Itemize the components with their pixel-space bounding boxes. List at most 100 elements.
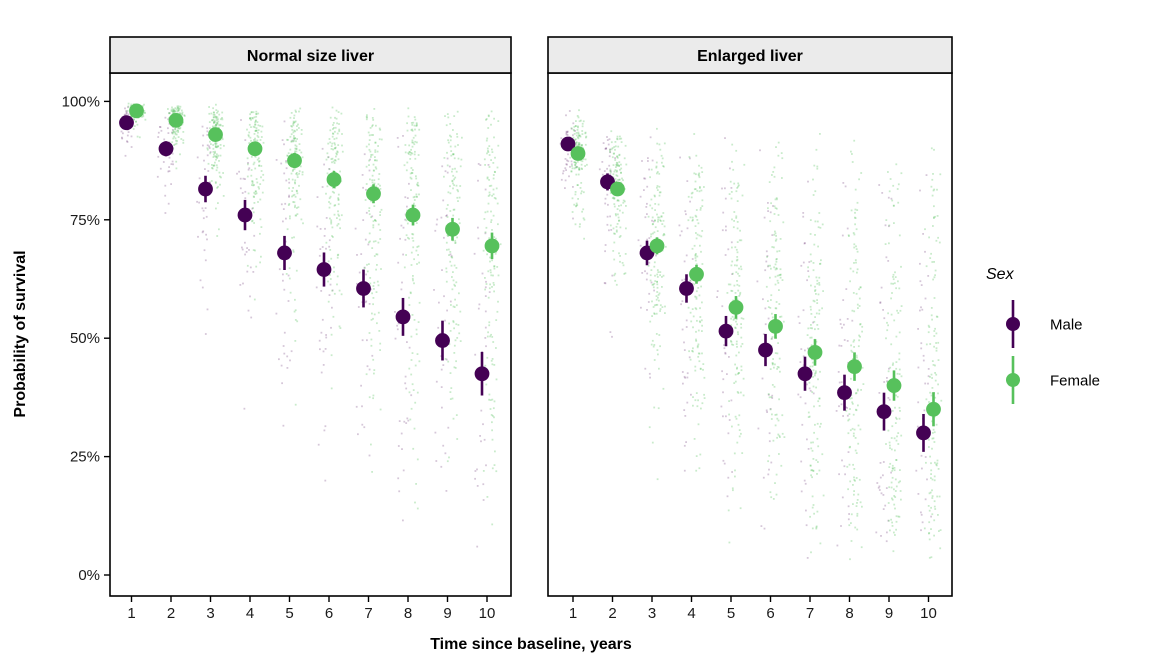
jitter-dot <box>213 121 215 123</box>
jitter-dot <box>449 145 452 148</box>
jitter-dot <box>932 189 935 192</box>
jitter-dot <box>851 402 854 405</box>
jitter-dot <box>295 145 298 148</box>
jitter-dot <box>337 203 340 206</box>
jitter-dot <box>855 505 858 507</box>
jitter-dot <box>728 400 730 402</box>
jitter-dot <box>175 139 177 142</box>
jitter-dot <box>175 133 178 136</box>
jitter-dot <box>606 223 609 226</box>
jitter-dot <box>451 397 454 400</box>
jitter-dot <box>662 387 665 390</box>
jitter-dot <box>374 156 376 158</box>
jitter-dot <box>735 271 738 274</box>
jitter-dot <box>656 213 658 216</box>
jitter-dot <box>371 124 374 127</box>
jitter-dot <box>406 222 409 225</box>
jitter-dot <box>406 341 408 343</box>
mean-pointrange-female <box>570 146 941 427</box>
jitter-dot <box>732 272 734 275</box>
jitter-dot <box>656 273 659 276</box>
jitter-dot <box>222 195 225 197</box>
jitter-dot <box>288 194 290 197</box>
jitter-dot <box>357 306 360 308</box>
jitter-dot <box>411 124 414 126</box>
jitter-dot <box>577 126 579 129</box>
jitter-dot <box>615 161 618 164</box>
jitter-dot <box>658 185 661 188</box>
jitter-dot <box>491 229 493 231</box>
jitter-dot <box>164 116 167 119</box>
jitter-dot <box>818 397 821 400</box>
jitter-dot <box>476 545 479 548</box>
jitter-dot <box>455 184 458 187</box>
jitter-dot <box>373 281 376 284</box>
jitter-dot <box>493 464 496 466</box>
jitter-dot <box>893 531 895 534</box>
jitter-dot <box>858 334 860 337</box>
x-tick-label: 7 <box>364 605 372 622</box>
jitter-dot <box>416 507 419 510</box>
jitter-dot <box>219 175 221 178</box>
jitter-dot <box>365 188 367 191</box>
jitter-dot <box>248 167 251 170</box>
jitter-dot <box>648 292 651 295</box>
jitter-dot <box>767 306 770 308</box>
jitter-dot <box>217 120 220 123</box>
jitter-dot <box>495 470 498 473</box>
jitter-dot <box>125 113 128 116</box>
jitter-dot <box>562 172 564 175</box>
jitter-dot <box>658 334 661 336</box>
jitter-dot <box>778 453 780 455</box>
jitter-dot <box>338 130 341 133</box>
jitter-dot <box>662 274 665 277</box>
jitter-dot <box>685 441 687 443</box>
jitter-dot <box>606 215 609 218</box>
jitter-dot <box>177 105 180 108</box>
jitter-dot <box>302 222 304 225</box>
jitter-dot <box>182 139 185 142</box>
jitter-dot <box>891 464 894 467</box>
jitter-dot <box>451 276 453 278</box>
jitter-dot <box>449 134 451 137</box>
jitter-dot <box>329 278 332 280</box>
jitter-dot <box>813 164 816 167</box>
jitter-dot <box>818 276 821 279</box>
jitter-dot <box>885 219 888 221</box>
jitter-dot <box>920 306 922 309</box>
jitter-dot <box>814 316 816 318</box>
jitter-dot <box>457 157 460 160</box>
jitter-dot <box>407 115 410 118</box>
jitter-dot <box>857 493 860 496</box>
jitter-dot <box>254 121 256 124</box>
mean-point <box>208 127 223 142</box>
jitter-dot <box>618 205 620 207</box>
jitter-dot <box>776 279 779 282</box>
jitter-dot <box>649 376 651 379</box>
jitter-dot <box>658 216 661 219</box>
jitter-dot <box>369 282 372 285</box>
jitter-dot <box>882 309 884 311</box>
jitter-dot <box>328 294 331 296</box>
jitter-dot <box>895 163 898 166</box>
jitter-dot <box>485 139 488 142</box>
jitter-dot <box>495 319 498 321</box>
jitter-dot <box>933 441 936 443</box>
jitter-dot <box>683 375 686 378</box>
jitter-dot <box>619 135 621 138</box>
jitter-dot <box>656 303 659 306</box>
jitter-dot <box>646 309 648 311</box>
jitter-dot <box>294 137 296 140</box>
jitter-dot <box>739 291 742 294</box>
jitter-dot <box>413 116 416 118</box>
jitter-dot <box>730 187 733 189</box>
jitter-dot <box>888 190 891 193</box>
jitter-dot <box>371 174 374 177</box>
jitter-dot <box>849 429 852 432</box>
jitter-dot <box>485 283 488 285</box>
jitter-dot <box>771 413 773 416</box>
jitter-dot <box>652 306 655 308</box>
jitter-dot <box>326 172 329 175</box>
jitter-dot <box>802 215 805 218</box>
jitter-dot <box>295 214 298 217</box>
